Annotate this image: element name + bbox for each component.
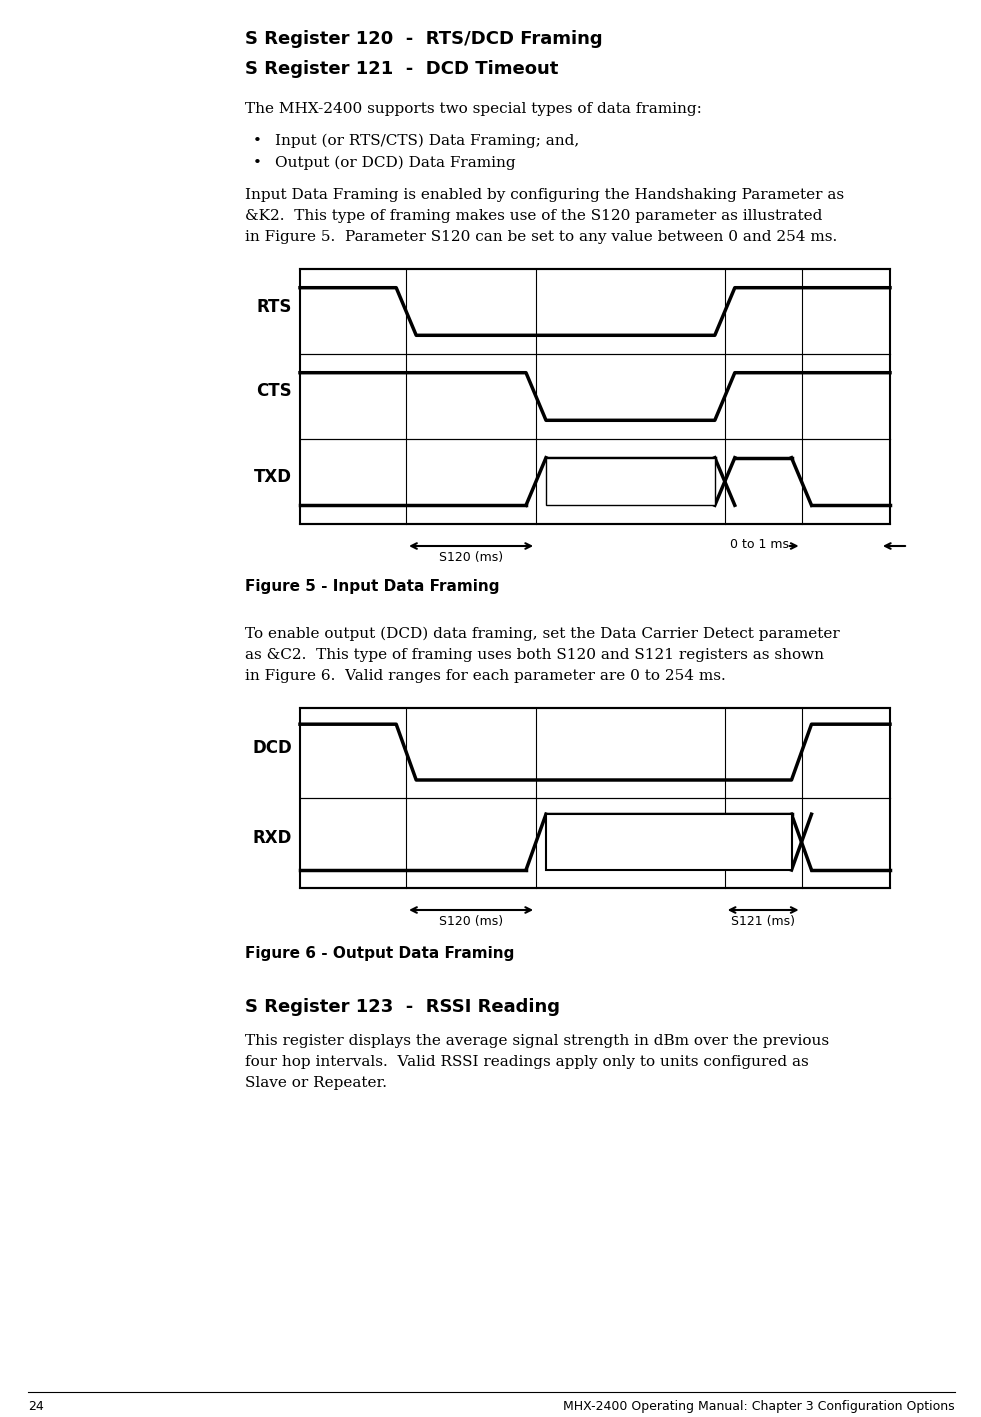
Bar bbox=[546, 815, 792, 870]
Text: S Register 120  -  RTS/DCD Framing: S Register 120 - RTS/DCD Framing bbox=[245, 30, 602, 48]
Text: CTS: CTS bbox=[256, 383, 292, 401]
Text: •: • bbox=[252, 156, 262, 170]
Text: The MHX-2400 supports two special types of data framing:: The MHX-2400 supports two special types … bbox=[245, 102, 701, 116]
Text: Data going into MHX-910: Data going into MHX-910 bbox=[565, 480, 696, 490]
Text: S Register 123  -  RSSI Reading: S Register 123 - RSSI Reading bbox=[245, 998, 560, 1016]
Text: •: • bbox=[252, 135, 262, 147]
Text: Figure 6 - Output Data Framing: Figure 6 - Output Data Framing bbox=[245, 947, 514, 961]
Text: four hop intervals.  Valid RSSI readings apply only to units configured as: four hop intervals. Valid RSSI readings … bbox=[245, 1056, 808, 1068]
Text: in Figure 6.  Valid ranges for each parameter are 0 to 254 ms.: in Figure 6. Valid ranges for each param… bbox=[245, 669, 726, 683]
Text: RTS: RTS bbox=[257, 298, 292, 316]
Text: S121 (ms): S121 (ms) bbox=[731, 915, 796, 928]
Bar bbox=[300, 708, 890, 888]
Text: S120 (ms): S120 (ms) bbox=[439, 915, 503, 928]
Text: RXD: RXD bbox=[253, 829, 292, 847]
Text: This register displays the average signal strength in dBm over the previous: This register displays the average signa… bbox=[245, 1034, 829, 1049]
Text: TXD: TXD bbox=[254, 468, 292, 486]
Text: To enable output (DCD) data framing, set the Data Carrier Detect parameter: To enable output (DCD) data framing, set… bbox=[245, 626, 840, 642]
Text: Input Data Framing is enabled by configuring the Handshaking Parameter as: Input Data Framing is enabled by configu… bbox=[245, 188, 844, 203]
Text: as &C2.  This type of framing uses both S120 and S121 registers as shown: as &C2. This type of framing uses both S… bbox=[245, 648, 824, 662]
Text: Output (or DCD) Data Framing: Output (or DCD) Data Framing bbox=[275, 156, 516, 170]
Text: Figure 5 - Input Data Framing: Figure 5 - Input Data Framing bbox=[245, 580, 499, 594]
Text: &K2.  This type of framing makes use of the S120 parameter as illustrated: &K2. This type of framing makes use of t… bbox=[245, 208, 822, 222]
Text: S Register 121  -  DCD Timeout: S Register 121 - DCD Timeout bbox=[245, 60, 558, 78]
Text: 24: 24 bbox=[28, 1400, 44, 1413]
Text: Slave or Repeater.: Slave or Repeater. bbox=[245, 1076, 387, 1090]
Text: DCD: DCD bbox=[252, 740, 292, 757]
Bar bbox=[300, 269, 890, 524]
Text: 0 to 1 ms: 0 to 1 ms bbox=[730, 538, 789, 551]
Text: Input (or RTS/CTS) Data Framing; and,: Input (or RTS/CTS) Data Framing; and, bbox=[275, 135, 579, 149]
Text: in Figure 5.  Parameter S120 can be set to any value between 0 and 254 ms.: in Figure 5. Parameter S120 can be set t… bbox=[245, 230, 837, 244]
Text: Data leaving MHX-910: Data leaving MHX-910 bbox=[610, 842, 727, 852]
Bar bbox=[546, 458, 715, 506]
Text: MHX-2400 Operating Manual: Chapter 3 Configuration Options: MHX-2400 Operating Manual: Chapter 3 Con… bbox=[563, 1400, 955, 1413]
Text: S120 (ms): S120 (ms) bbox=[439, 551, 503, 564]
